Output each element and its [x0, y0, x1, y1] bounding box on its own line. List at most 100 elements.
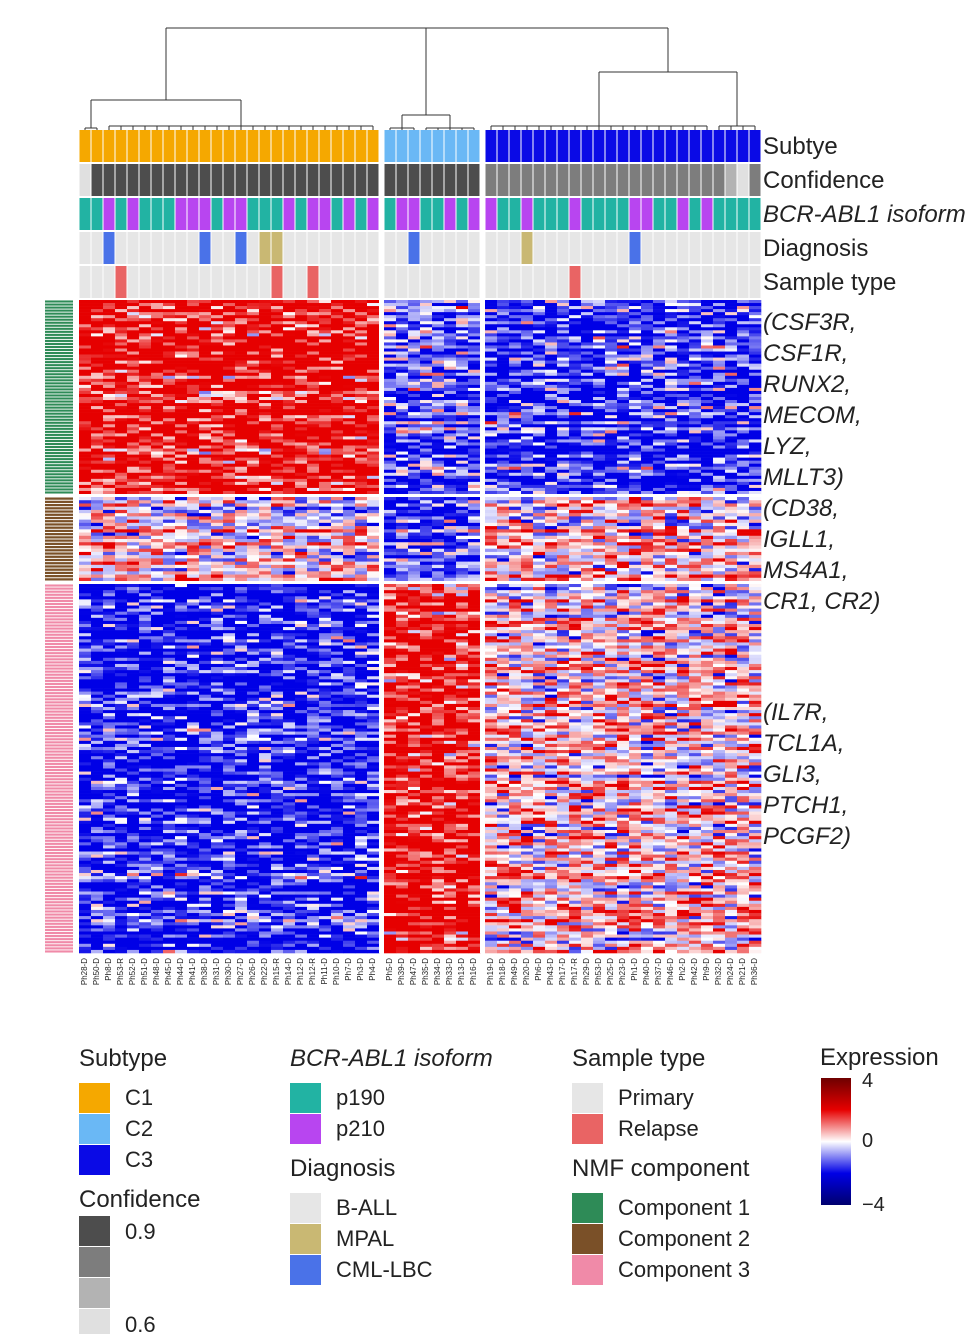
heat-cell [653, 436, 666, 440]
heat-cell [689, 433, 702, 437]
heat-cell [497, 516, 510, 520]
heat-cell [737, 484, 750, 489]
heat-cell [545, 393, 558, 398]
heat-cell [557, 522, 570, 527]
heat-cell [384, 445, 397, 449]
heat-cell [677, 381, 690, 386]
heat-cell [175, 481, 188, 486]
heat-cell [259, 436, 272, 440]
heat-cell [725, 522, 738, 527]
heat-cell [271, 481, 284, 486]
heat-cell [653, 327, 666, 331]
track-cell [127, 164, 139, 196]
heat-cell [367, 384, 380, 389]
heat-cell [713, 324, 726, 328]
heat-cell [199, 387, 212, 392]
heat-cell [127, 393, 140, 398]
heat-cell [509, 539, 522, 543]
heat-cell [384, 333, 397, 337]
heat-cell [211, 460, 224, 464]
heat-cell [605, 348, 618, 352]
heat-cell [617, 312, 630, 316]
heat-cell [139, 397, 152, 401]
heat-cell [737, 384, 750, 389]
heat-cell [91, 309, 104, 313]
heat-cell [701, 354, 714, 358]
track-cell [271, 198, 283, 230]
heat-cell [175, 484, 188, 489]
heat-cell [689, 475, 702, 480]
heat-cell [456, 430, 469, 434]
heat-cell [605, 526, 618, 530]
heat-cell [127, 300, 140, 304]
heat-cell [725, 551, 738, 556]
track-cell [689, 164, 701, 196]
heat-cell [223, 433, 236, 437]
heat-cell [605, 351, 618, 355]
heat-cell [629, 381, 642, 386]
heat-cell [384, 363, 397, 367]
heat-cell [689, 436, 702, 440]
heat-cell [211, 484, 224, 489]
heat-cell [91, 516, 104, 520]
heat-cell [485, 412, 498, 416]
heat-cell [468, 500, 481, 504]
heat-cell [533, 336, 546, 340]
heat-cell [665, 448, 678, 452]
heat-cell [509, 516, 522, 520]
heat-cell [175, 487, 188, 492]
heat-cell [497, 460, 510, 464]
heat-cell [223, 384, 236, 389]
heat-cell [199, 424, 212, 428]
heat-cell [139, 519, 152, 524]
track-cell [533, 198, 545, 230]
heat-cell [367, 421, 380, 425]
heat-cell [408, 348, 421, 352]
heat-cell [259, 454, 272, 458]
heat-cell [211, 300, 224, 304]
heat-cell [295, 369, 308, 374]
heat-cell [593, 403, 606, 407]
heat-cell [79, 309, 92, 313]
track-cell [384, 266, 396, 298]
heat-cell [307, 303, 320, 307]
heat-cell [199, 354, 212, 358]
heat-cell [468, 360, 481, 364]
heat-cell [569, 318, 582, 322]
heat-cell [79, 375, 92, 380]
heat-cell [581, 400, 594, 404]
heat-cell [367, 436, 380, 440]
heat-cell [163, 445, 176, 449]
heat-cell [545, 321, 558, 325]
heat-cell [223, 342, 236, 346]
heat-cell [408, 487, 421, 492]
heat-cell [151, 360, 164, 364]
heat-cell [737, 430, 750, 434]
heat-cell [103, 321, 116, 325]
heat-cell [235, 433, 248, 437]
heat-cell [629, 532, 642, 537]
heat-cell [331, 460, 344, 464]
heat-cell [355, 469, 368, 474]
heat-cell [307, 436, 320, 440]
heat-cell [151, 519, 164, 524]
heat-cell [211, 415, 224, 419]
heat-cell [593, 412, 606, 416]
heat-cell [384, 412, 397, 416]
heat-cell [319, 315, 332, 319]
heat-cell [420, 522, 433, 527]
heat-cell [468, 409, 481, 413]
heat-cell [521, 384, 534, 389]
heat-cell [468, 309, 481, 313]
heat-cell [199, 393, 212, 398]
heat-cell [617, 378, 630, 383]
heat-cell [175, 303, 188, 307]
heat-cell [444, 418, 457, 422]
heat-cell [355, 300, 368, 304]
heat-cell [485, 397, 498, 401]
heat-cell [247, 513, 260, 517]
heat-cell [701, 315, 714, 319]
heat-cell [420, 336, 433, 340]
heat-cell [665, 427, 678, 431]
